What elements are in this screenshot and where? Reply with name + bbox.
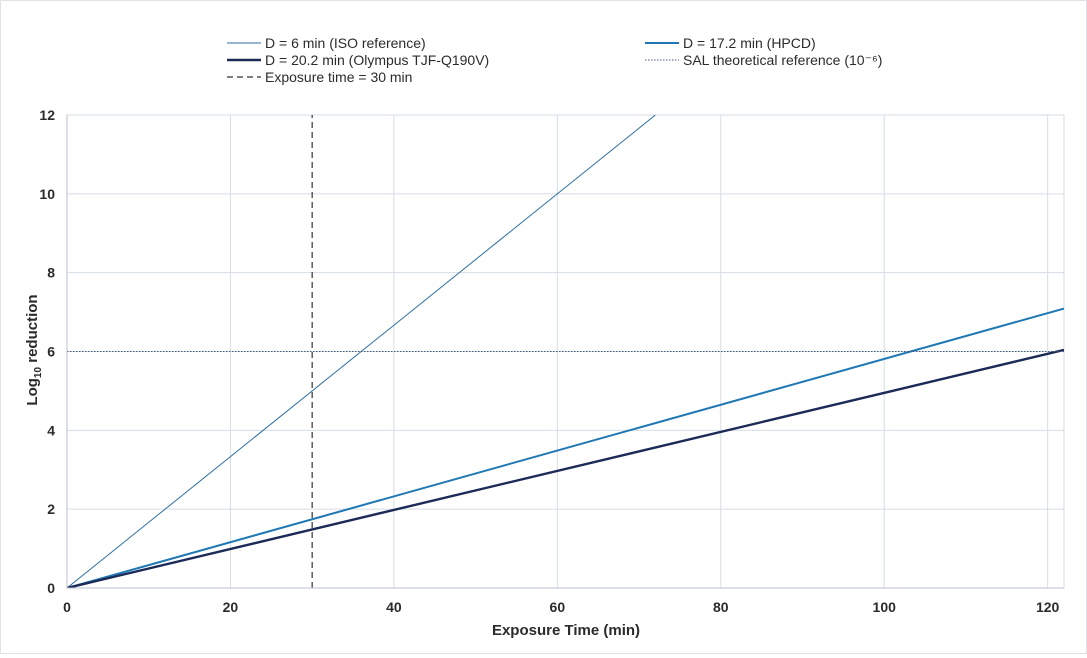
grid [66, 114, 1065, 589]
x-axis-title: Exposure Time (min) [492, 622, 640, 639]
legend-label: Exposure time = 30 min [265, 69, 412, 85]
y-tick-label: 12 [39, 107, 55, 123]
legend-item-4: SAL theoretical reference (10⁻⁶) [645, 52, 882, 68]
series-lines [67, 115, 1064, 588]
x-tick-label: 100 [873, 599, 897, 615]
legend-item-3: D = 20.2 min (Olympus TJF-Q190V) [227, 52, 489, 68]
legend-item-5: Exposure time = 30 min [227, 69, 412, 85]
legend-label: D = 20.2 min (Olympus TJF-Q190V) [265, 52, 489, 68]
y-tick-label: 10 [39, 186, 55, 202]
x-tick-label: 60 [550, 599, 566, 615]
y-axis-title-subscript: 10 [33, 367, 44, 379]
legend-label: D = 17.2 min (HPCD) [683, 35, 816, 51]
y-tick-label: 2 [47, 501, 55, 517]
x-tick-label: 40 [386, 599, 402, 615]
y-axis-title-rest: reduction [24, 294, 41, 367]
y-tick-label: 6 [47, 344, 55, 360]
x-tick-label: 80 [713, 599, 729, 615]
y-tick-label: 4 [47, 422, 55, 438]
legend-item-2: D = 17.2 min (HPCD) [645, 35, 816, 51]
legend-label: SAL theoretical reference (10⁻⁶) [683, 52, 882, 68]
y-axis-title: Log10 reduction [24, 294, 44, 405]
y-tick-label: 0 [47, 580, 55, 596]
axes: 0 20 40 60 80 100 120 0 2 4 6 8 10 12 [39, 107, 1064, 615]
series-line-3 [67, 348, 1064, 588]
x-tick-label: 120 [1036, 599, 1060, 615]
legend-item-1: D = 6 min (ISO reference) [227, 35, 426, 51]
legend-label: D = 6 min (ISO reference) [265, 35, 426, 51]
y-axis-title-main: Log [24, 378, 41, 406]
y-tick-label: 8 [47, 265, 55, 281]
x-tick-label: 20 [223, 599, 239, 615]
series-line-2 [67, 307, 1064, 588]
legend: D = 6 min (ISO reference) D = 17.2 min (H… [227, 35, 882, 85]
x-tick-label: 0 [63, 599, 71, 615]
